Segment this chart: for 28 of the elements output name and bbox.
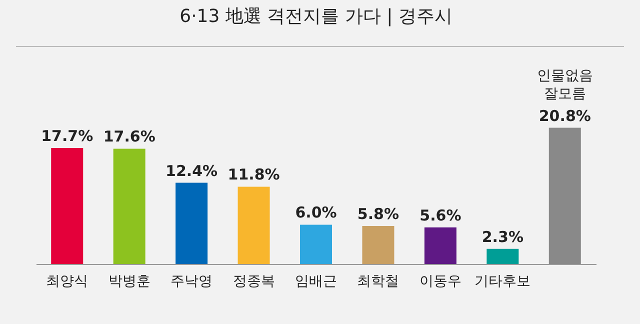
bar bbox=[51, 148, 84, 264]
x-tick-label: 이동우 bbox=[419, 274, 462, 290]
bar bbox=[362, 226, 394, 264]
data-label: 17.7% bbox=[41, 127, 94, 146]
x-tick-label: 정종복 bbox=[232, 274, 275, 290]
data-label: 5.6% bbox=[420, 206, 462, 224]
data-label: 11.8% bbox=[228, 166, 280, 184]
x-tick-label: 임배근 bbox=[295, 274, 337, 290]
bar bbox=[238, 186, 270, 264]
bar bbox=[548, 128, 581, 264]
data-label: 5.8% bbox=[357, 205, 400, 224]
bar bbox=[113, 148, 146, 264]
bar bbox=[424, 227, 456, 264]
bar bbox=[486, 248, 519, 264]
chart-title: 6·13 地選 격전지를 가다 | 경주시 bbox=[180, 6, 452, 27]
x-tick-label: 주낙영 bbox=[170, 274, 213, 290]
x-tick-label: 기타후보 bbox=[474, 274, 531, 290]
data-label: 20.8% bbox=[538, 106, 591, 125]
x-tick-label: 최학철 bbox=[357, 274, 400, 290]
data-label: 2.3% bbox=[482, 228, 524, 246]
text: 인물없음 잘모름 bbox=[536, 68, 593, 102]
data-label: 6.0% bbox=[295, 204, 337, 222]
data-label: 17.6% bbox=[103, 128, 156, 146]
bar bbox=[176, 182, 208, 264]
x-tick-label: 최양식 bbox=[46, 274, 88, 290]
bar bbox=[300, 224, 332, 264]
data-label: 12.4% bbox=[166, 162, 218, 180]
x-tick-label: 박병훈 bbox=[108, 274, 150, 290]
